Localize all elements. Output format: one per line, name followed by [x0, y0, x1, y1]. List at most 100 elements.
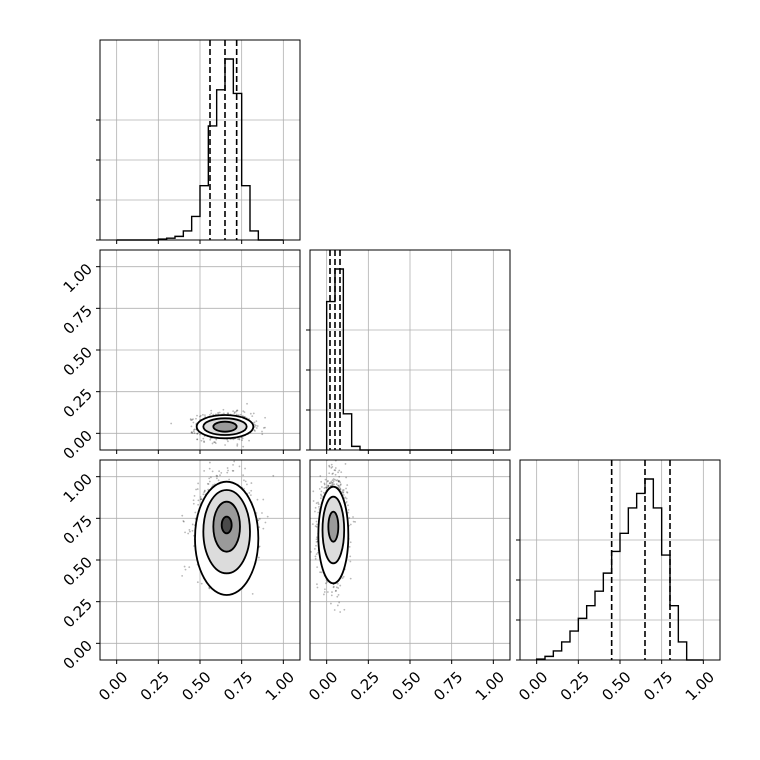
scatter-point	[328, 482, 331, 485]
scatter-point	[333, 483, 335, 486]
scatter-point	[320, 480, 323, 483]
x-tick-label: 0.50	[598, 668, 634, 704]
scatter-point	[354, 520, 357, 523]
density-level	[221, 516, 232, 534]
panel-frame	[309, 459, 511, 661]
scatter-point	[347, 511, 350, 514]
scatter-point	[242, 458, 244, 460]
scatter-point	[326, 580, 329, 583]
scatter-point	[315, 540, 318, 543]
scatter-point	[250, 482, 253, 484]
scatter-point	[341, 577, 344, 579]
scatter-point	[348, 546, 351, 548]
y-tick-label: 0.50	[60, 553, 96, 589]
density-panel-3-1	[96, 458, 301, 664]
scatter-point	[197, 482, 200, 485]
panel-frame	[519, 459, 721, 661]
scatter-point	[256, 425, 259, 427]
scatter-point	[316, 551, 319, 554]
scatter-point	[236, 409, 238, 412]
scatter-point	[222, 412, 225, 415]
scatter-point	[207, 488, 210, 491]
scatter-point	[316, 583, 318, 586]
scatter-point	[227, 412, 230, 415]
x-tick-label: 1.00	[472, 668, 508, 704]
scatter-point	[319, 497, 322, 500]
scatter-point	[257, 556, 260, 559]
scatter-point	[207, 483, 210, 485]
scatter-point	[310, 550, 312, 553]
scatter-point	[352, 516, 354, 518]
scatter-point	[315, 544, 317, 547]
scatter-point	[243, 411, 246, 413]
scatter-point	[189, 418, 192, 420]
x-tick-label: 0.00	[95, 668, 131, 704]
scatter-point	[197, 499, 200, 502]
scatter-point	[318, 487, 321, 490]
scatter-point	[214, 441, 216, 444]
scatter-point	[314, 510, 316, 513]
scatter-point	[235, 410, 238, 413]
scatter-point	[238, 438, 241, 441]
scatter-point	[315, 553, 318, 556]
scatter-point	[208, 467, 211, 470]
scatter-point	[339, 484, 342, 487]
scatter-point	[335, 479, 338, 482]
scatter-point	[342, 494, 345, 496]
scatter-point	[323, 593, 325, 596]
scatter-point	[323, 482, 326, 485]
scatter-point	[244, 480, 247, 483]
scatter-point	[203, 489, 206, 492]
scatter-point	[254, 430, 256, 432]
scatter-point	[190, 431, 193, 434]
scatter-point	[216, 475, 219, 477]
contour-line	[327, 510, 340, 543]
scatter-point	[211, 470, 214, 473]
scatter-point	[181, 574, 184, 577]
contour-line	[212, 500, 241, 553]
scatter-point	[213, 441, 215, 444]
y-tick-label: 0.25	[60, 595, 96, 631]
scatter-point	[232, 410, 235, 413]
scatter-point	[333, 469, 336, 472]
scatter-point	[333, 609, 336, 611]
scatter-point	[330, 482, 332, 484]
scatter-point	[332, 478, 335, 480]
scatter-point	[231, 469, 234, 472]
scatter-point	[334, 590, 337, 592]
scatter-point	[328, 482, 331, 485]
contour-line	[195, 414, 255, 440]
scatter-point	[342, 489, 345, 491]
scatter-point	[215, 477, 218, 480]
scatter-point	[193, 428, 196, 431]
y-tick-label: 1.00	[60, 470, 96, 506]
panel-frame	[99, 249, 301, 451]
scatter-point	[238, 465, 241, 468]
scatter-point	[252, 412, 255, 415]
scatter-point	[242, 410, 245, 413]
scatter-point	[314, 506, 317, 509]
scatter-point	[326, 486, 329, 489]
scatter-point	[249, 412, 252, 415]
scatter-point	[331, 482, 334, 484]
scatter-point	[251, 592, 254, 595]
scatter-point	[320, 494, 323, 497]
scatter-point	[203, 454, 205, 456]
scatter-point	[326, 591, 329, 593]
scatter-point	[226, 412, 229, 415]
scatter-point	[352, 520, 355, 523]
scatter-point	[311, 523, 314, 526]
scatter-point	[328, 465, 331, 468]
scatter-point	[189, 530, 191, 533]
scatter-point	[327, 479, 329, 482]
density-level	[213, 421, 237, 432]
scatter-point	[336, 604, 339, 607]
scatter-point	[215, 438, 218, 441]
scatter-point	[244, 467, 246, 470]
scatter-point	[227, 440, 229, 443]
scatter-point	[334, 478, 336, 481]
scatter-point	[336, 595, 339, 598]
scatter-point	[210, 412, 213, 415]
scatter-point	[317, 503, 320, 505]
